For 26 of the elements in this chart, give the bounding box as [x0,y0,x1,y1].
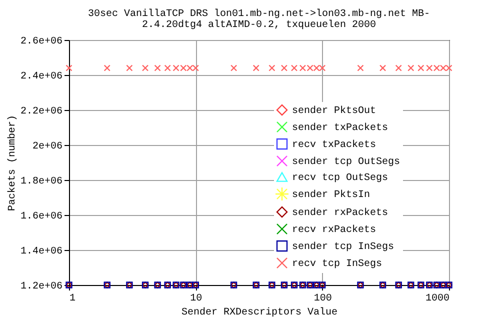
legend-label: recv tcp InSegs [292,259,382,270]
x-tick-label: 10 [190,294,202,304]
legend-label: sender rxPackets [292,207,388,219]
legend-label: sender tcp InSegs [292,241,394,253]
y-tick-label: 1.2e+06 [20,282,62,292]
y-tick-label: 1.8e+06 [20,176,62,188]
x-tick-label: 1 [70,294,76,304]
legend-label: recv txPackets [292,139,376,151]
x-tick-label: 1000 [425,294,450,304]
y-tick-label: 1.4e+06 [20,246,62,258]
legend-label: sender PktsIn [292,189,370,201]
y-tick-label: 2.2e+06 [20,106,62,118]
chart-subtitle: 2.4.20dtg4 altAIMD-0.2, txqueuelen 2000 [142,19,376,31]
y-tick-label: 2.4e+06 [20,72,62,82]
y-tick-label: 2.6e+06 [20,36,62,48]
legend-label: recv rxPackets [292,224,376,236]
chart-title: 30sec VanillaTCP DRS lon01.mb-ng.net->lon03.mb-ng.net MB- [88,8,430,20]
legend-label: sender PktsOut [292,105,376,117]
x-axis-title: Sender RXDescriptors Value [181,306,338,318]
y-tick-label: 2e+06 [32,142,62,152]
legend-label: recv tcp OutSegs [292,173,388,184]
x-tick-label: 100 [314,294,332,304]
legend-label: sender txPackets [292,122,388,134]
legend-label: sender tcp OutSegs [292,156,400,168]
y-axis-title: Packets (number) [6,114,18,212]
y-tick-label: 1.6e+06 [20,212,62,222]
